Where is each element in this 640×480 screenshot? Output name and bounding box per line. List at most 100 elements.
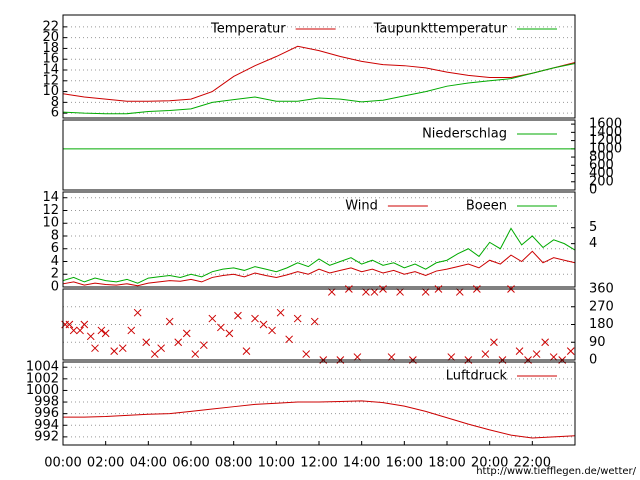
cross-stroke [421, 288, 430, 296]
y-tick-label: 998 [34, 395, 59, 410]
cross-stroke [541, 338, 549, 347]
y-tick-label: 1400 [589, 125, 622, 140]
y-tick-label: 6 [51, 106, 59, 121]
direction-point [199, 341, 208, 350]
direction-point [293, 314, 302, 323]
cross-stroke [327, 288, 336, 296]
direction-point [118, 344, 127, 353]
cross-stroke [396, 288, 404, 296]
direction-point [191, 350, 200, 358]
y-tick-label: 14 [42, 63, 59, 78]
cross-stroke [150, 350, 159, 358]
series-line [62, 45, 576, 102]
direction-point [127, 326, 136, 335]
cross-stroke [127, 326, 136, 335]
direction-point [142, 338, 151, 347]
direction-point [69, 326, 78, 335]
cross-stroke [174, 338, 183, 347]
direction-point [133, 308, 142, 317]
direction-point [515, 347, 524, 355]
cross-stroke [91, 344, 99, 353]
y-tick-label: 16 [42, 52, 59, 67]
direction-point [225, 329, 234, 338]
cross-stroke [142, 338, 151, 347]
direction-point [217, 323, 225, 332]
y-tick-label: 12 [42, 203, 59, 218]
direction-point [157, 344, 165, 353]
y-tick-label: 1000 [26, 383, 59, 398]
x-tick-label: 18:00 [428, 456, 465, 471]
cross-stroke [490, 338, 498, 347]
y-tick-label: 14 [42, 190, 59, 205]
direction-point [396, 288, 404, 296]
cross-stroke [97, 326, 106, 335]
direction-point [234, 311, 242, 320]
cross-stroke [251, 314, 259, 323]
y-tick-label: 0 [589, 353, 597, 368]
direction-point [327, 288, 336, 296]
direction-point [387, 353, 396, 361]
direction-point [182, 329, 191, 338]
y-tick-label: 10 [42, 84, 59, 99]
direction-point [353, 353, 362, 361]
series-line [62, 63, 576, 115]
legend-label: Taupunkttemperatur [373, 22, 508, 37]
cross-stroke [110, 347, 119, 355]
cross-stroke [165, 317, 174, 326]
y-tick-label: 360 [589, 282, 614, 297]
cross-stroke [234, 311, 242, 320]
direction-point [76, 326, 84, 335]
x-tick-label: 20:00 [471, 456, 508, 471]
panel-frame [62, 288, 576, 361]
y-tick-label: 1600 [589, 117, 622, 132]
y-tick-label: 0 [51, 280, 59, 295]
direction-point [566, 347, 575, 355]
direction-point [91, 344, 99, 353]
cross-stroke [182, 329, 191, 338]
cross-stroke [370, 288, 379, 296]
cross-stroke [259, 320, 268, 329]
footer-url: http://www.tiefflegen.de/wetter/ [476, 466, 636, 477]
cross-stroke [387, 353, 396, 361]
direction-point [455, 288, 464, 296]
direction-point [110, 347, 119, 355]
y-tick-label: 4 [51, 254, 59, 269]
y-tick-label: 180 [589, 317, 614, 332]
direction-point [268, 326, 276, 335]
y-tick-label: 992 [34, 429, 59, 444]
y-tick-label: 18 [42, 41, 59, 56]
x-tick-label: 02:00 [87, 456, 124, 471]
y-tick-label: 600 [589, 158, 614, 173]
legend-label: Luftdruck [446, 369, 508, 384]
cross-stroke [481, 350, 490, 358]
cross-stroke [293, 314, 302, 323]
y-tick-label: 994 [34, 418, 59, 433]
cross-stroke [217, 323, 225, 332]
y-tick-label: 20 [42, 30, 59, 45]
cross-stroke [362, 288, 370, 296]
x-tick-label: 10:00 [258, 456, 295, 471]
cross-stroke [208, 314, 217, 323]
direction-point [285, 335, 293, 344]
series-line [63, 400, 576, 439]
direction-point [259, 320, 268, 329]
direction-point [80, 320, 89, 329]
y-tick-label: 200 [589, 174, 614, 189]
cross-stroke [447, 353, 456, 361]
direction-point [421, 288, 430, 296]
y2-tick-label: 5 [589, 220, 597, 235]
cross-stroke [80, 320, 89, 329]
cross-stroke [515, 347, 524, 355]
cross-stroke [76, 326, 84, 335]
cross-stroke [285, 335, 293, 344]
cross-stroke [225, 329, 234, 338]
cross-stroke [101, 329, 110, 338]
y-tick-label: 10 [42, 216, 59, 231]
cross-stroke [276, 308, 285, 317]
panel-frame [62, 119, 576, 191]
cross-stroke [302, 350, 311, 358]
cross-stroke [191, 350, 200, 358]
x-tick-label: 06:00 [172, 456, 209, 471]
direction-point [150, 350, 159, 358]
cross-stroke [353, 353, 362, 361]
